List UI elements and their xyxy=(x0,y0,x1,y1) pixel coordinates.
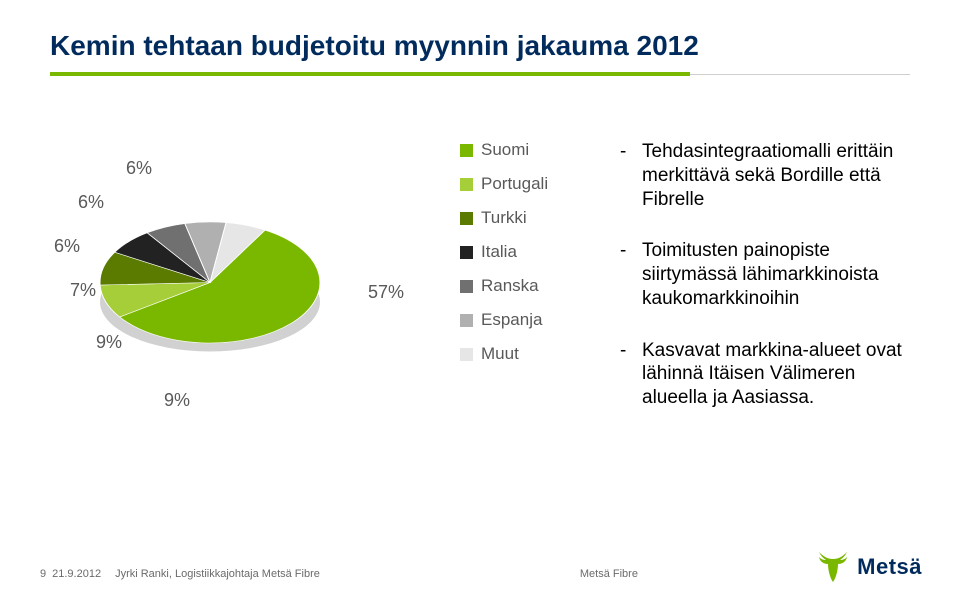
legend-swatch xyxy=(460,348,473,361)
pct-label-portugali: 9% xyxy=(164,390,190,411)
bullet-dash: - xyxy=(620,239,642,310)
footer-author: Jyrki Ranki, Logistiikkajohtaja Metsä Fi… xyxy=(115,568,320,580)
moose-icon xyxy=(815,550,851,584)
bullet-list: -Tehdasintegraatiomalli erittäin merkitt… xyxy=(610,100,920,460)
content-area: 57% 9% 9% 7% 6% 6% 6% Suomi Portugali Turkki Ital… xyxy=(40,100,920,460)
logo-text: Metsä xyxy=(857,554,922,580)
bullet-item: -Toimitusten painopiste siirtymässä lähi… xyxy=(620,239,920,310)
pct-label-turkki: 9% xyxy=(96,332,122,353)
legend-swatch xyxy=(460,314,473,327)
legend-label: Turkki xyxy=(481,208,527,228)
page-number: 9 xyxy=(40,568,46,580)
legend-label: Suomi xyxy=(481,140,529,160)
pct-label-espanja: 6% xyxy=(78,192,104,213)
legend-label: Muut xyxy=(481,344,519,364)
pie-chart: 57% 9% 9% 7% 6% 6% 6% xyxy=(40,100,460,460)
bullet-dash: - xyxy=(620,339,642,410)
legend-item-turkki: Turkki xyxy=(460,208,610,228)
legend-item-suomi: Suomi xyxy=(460,140,610,160)
legend-swatch xyxy=(460,144,473,157)
bullet-item: -Tehdasintegraatiomalli erittäin merkitt… xyxy=(620,140,920,211)
legend-item-espanja: Espanja xyxy=(460,310,610,330)
pct-label-ranska: 6% xyxy=(54,236,80,257)
bullet-text: Tehdasintegraatiomalli erittäin merkittä… xyxy=(642,140,920,211)
legend-swatch xyxy=(460,212,473,225)
legend-item-muut: Muut xyxy=(460,344,610,364)
legend-label: Espanja xyxy=(481,310,542,330)
legend-swatch xyxy=(460,246,473,259)
legend-swatch xyxy=(460,280,473,293)
pie-wrap xyxy=(80,160,340,420)
legend: Suomi Portugali Turkki Italia Ranska Espanja M… xyxy=(460,100,610,460)
page-title: Kemin tehtaan budjetoitu myynnin jakauma… xyxy=(50,30,699,62)
pie-svg xyxy=(80,160,340,420)
pct-label-muut: 6% xyxy=(126,158,152,179)
bullet-item: -Kasvavat markkina-alueet ovat lähinnä I… xyxy=(620,339,920,410)
legend-label: Italia xyxy=(481,242,517,262)
bullet-dash: - xyxy=(620,140,642,211)
slide: Kemin tehtaan budjetoitu myynnin jakauma… xyxy=(0,0,960,594)
footer-company: Metsä Fibre xyxy=(580,568,638,580)
footer-date: 21.9.2012 xyxy=(52,568,101,580)
legend-label: Portugali xyxy=(481,174,548,194)
legend-item-italia: Italia xyxy=(460,242,610,262)
legend-label: Ranska xyxy=(481,276,539,296)
pct-label-italia: 7% xyxy=(70,280,96,301)
logo: Metsä xyxy=(815,550,922,584)
title-underline xyxy=(50,72,690,76)
footer: 9 21.9.2012 Jyrki Ranki, Logistiikkajoht… xyxy=(40,568,638,580)
legend-item-ranska: Ranska xyxy=(460,276,610,296)
legend-swatch xyxy=(460,178,473,191)
pct-label-suomi: 57% xyxy=(368,282,404,303)
legend-item-portugali: Portugali xyxy=(460,174,610,194)
bullet-text: Toimitusten painopiste siirtymässä lähim… xyxy=(642,239,920,310)
bullet-text: Kasvavat markkina-alueet ovat lähinnä It… xyxy=(642,339,920,410)
